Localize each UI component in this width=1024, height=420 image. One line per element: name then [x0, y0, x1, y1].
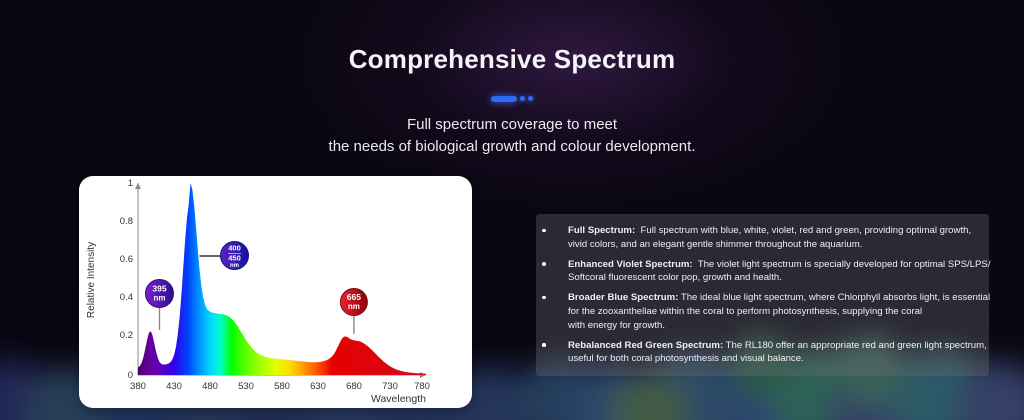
- svg-text:380: 380: [130, 381, 146, 392]
- svg-text:Wavelength: Wavelength: [371, 393, 426, 405]
- svg-text:665: 665: [347, 292, 361, 302]
- svg-text:nm: nm: [348, 302, 360, 311]
- svg-text:0.4: 0.4: [120, 292, 133, 303]
- svg-text:Relative Intensity: Relative Intensity: [86, 242, 97, 318]
- svg-text:450: 450: [228, 254, 241, 263]
- svg-text:730: 730: [382, 381, 398, 392]
- svg-text:0.8: 0.8: [120, 216, 133, 227]
- svg-text:430: 430: [166, 381, 182, 392]
- svg-text:680: 680: [346, 381, 362, 392]
- svg-text:780: 780: [414, 381, 430, 392]
- svg-text:400: 400: [228, 244, 241, 253]
- svg-text:0.2: 0.2: [120, 330, 133, 341]
- svg-text:480: 480: [202, 381, 218, 392]
- svg-text:530: 530: [238, 381, 254, 392]
- svg-text:1: 1: [128, 178, 133, 189]
- svg-text:630: 630: [310, 381, 326, 392]
- svg-text:0: 0: [128, 370, 133, 381]
- svg-text:395: 395: [152, 284, 166, 294]
- svg-text:580: 580: [274, 381, 290, 392]
- svg-text:nm: nm: [230, 263, 239, 269]
- svg-text:0.6: 0.6: [120, 254, 133, 265]
- svg-text:nm: nm: [154, 294, 166, 303]
